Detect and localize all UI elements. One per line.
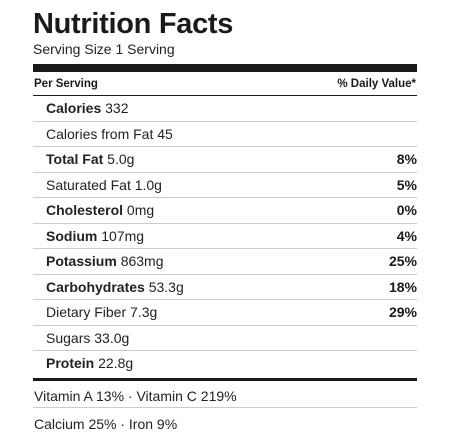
nutrient-row-calories-from-fat: Calories from Fat 45 [33, 122, 417, 147]
nutrient-text: Sodium 107mg [46, 228, 144, 244]
nutrient-row-protein: Protein 22.8g [33, 351, 417, 376]
thick-divider [33, 64, 417, 72]
nutrient-text: Potassium 863mg [46, 253, 164, 269]
nutrient-row-cholesterol: Cholesterol 0mg 0% [33, 198, 417, 224]
page-title: Nutrition Facts [33, 8, 234, 40]
daily-value-label: % Daily Value* [337, 77, 416, 90]
nutrient-amount: 863mg [116, 253, 164, 270]
nutrient-amount: 0mg [123, 202, 155, 219]
nutrient-row-calories: Calories 332 [33, 96, 417, 122]
serving-size: Serving Size 1 Serving [33, 41, 175, 57]
nutrient-text: Saturated Fat 1.0g [46, 177, 162, 193]
nutrient-text: Dietary Fiber 7.3g [46, 304, 157, 320]
nutrient-name: Dietary Fiber [46, 304, 127, 321]
nutrient-text: Sugars 33.0g [46, 330, 129, 346]
nutrient-row-sodium: Sodium 107mg 4% [33, 224, 417, 249]
nutrient-text: Calories 332 [46, 100, 129, 116]
nutrient-amount: 45 [153, 125, 173, 142]
nutrient-amount: 7.3g [126, 304, 158, 321]
nutrient-name: Total Fat [46, 151, 104, 168]
nutrient-name: Calories [46, 100, 102, 117]
daily-value: 29% [388, 304, 417, 321]
nutrient-amount: 5.0g [103, 151, 135, 168]
minerals-line: Calcium 25% · Iron 9% [34, 415, 178, 432]
nutrient-name: Protein [46, 355, 95, 372]
medium-divider [33, 377, 417, 381]
nutrient-amount: 107mg [97, 227, 145, 244]
nutrient-text: Calories from Fat 45 [46, 126, 173, 142]
per-serving-label: Per Serving [34, 77, 98, 90]
nutrient-name: Calories from Fat [46, 125, 154, 142]
nutrient-row-potassium: Potassium 863mg 25% [33, 249, 417, 275]
nutrient-text: Cholesterol 0mg [46, 202, 154, 218]
nutrient-amount: 33.0g [90, 329, 130, 346]
nutrient-row-total-fat: Total Fat 5.0g 8% [33, 147, 417, 173]
nutrient-row-carbohydrates: Carbohydrates 53.3g 18% [33, 275, 417, 300]
nutrient-amount: 332 [101, 100, 129, 117]
nutrient-name: Sugars [46, 329, 91, 346]
nutrient-name: Potassium [46, 253, 117, 270]
daily-value: 25% [388, 253, 417, 270]
nutrient-list: Calories 332 Calories from Fat 45 Total … [33, 96, 417, 376]
daily-value: 4% [396, 227, 417, 244]
nutrient-name: Sodium [46, 227, 98, 244]
vitamins-line: Vitamin A 13% · Vitamin C 219% [33, 386, 417, 408]
nutrient-amount: 53.3g [144, 278, 184, 295]
nutrient-name: Cholesterol [46, 202, 124, 219]
daily-value: 8% [396, 151, 417, 168]
nutrient-text: Protein 22.8g [46, 355, 133, 371]
column-header: Per Serving % Daily Value* [33, 72, 417, 96]
nutrient-text: Total Fat 5.0g [46, 151, 134, 167]
nutrient-name: Carbohydrates [46, 278, 145, 295]
nutrient-amount: 1.0g [130, 176, 162, 193]
nutrient-row-sugars: Sugars 33.0g [33, 326, 417, 351]
nutrient-row-dietary-fiber: Dietary Fiber 7.3g 29% [33, 300, 417, 326]
daily-value: 5% [396, 176, 417, 193]
nutrient-row-saturated-fat: Saturated Fat 1.0g 5% [33, 173, 417, 198]
daily-value: 18% [388, 278, 417, 295]
nutrient-amount: 22.8g [94, 355, 134, 372]
nutrition-facts-panel: Nutrition Facts Serving Size 1 Serving P… [33, 8, 417, 434]
nutrient-text: Carbohydrates 53.3g [46, 279, 184, 295]
nutrient-name: Saturated Fat [46, 176, 131, 193]
daily-value: 0% [396, 202, 417, 219]
